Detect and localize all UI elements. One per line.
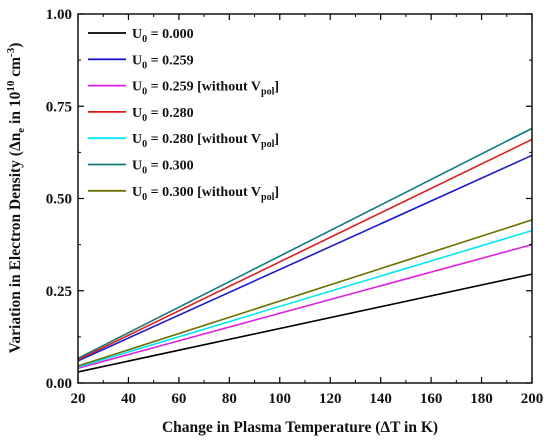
y-tick-label: 0.50 [46,192,72,208]
series-line-4 [77,229,533,368]
y-tick-label: 0.25 [46,284,72,300]
y-axis-title-main: Variation in Electron Density (Δn [7,132,24,353]
x-tick-label: 40 [121,391,136,407]
x-tick-label: 100 [269,391,292,407]
x-tick-label: 140 [369,391,392,407]
series-line-3 [77,138,533,361]
legend-entry-0: U0 = 0.000 [132,27,194,45]
y-axis-title-sup: 10 [5,80,17,92]
y-axis-title-unit-sup: -3 [5,47,17,57]
series-line-6 [77,219,533,367]
x-tick-label: 20 [71,391,86,407]
series-line-0 [77,273,533,373]
series-line-1 [77,154,533,362]
x-tick-label: 160 [420,391,443,407]
x-axis-title: Change in Plasma Temperature (ΔT in K) [162,419,438,436]
legend-entry-6: U0 = 0.300 [without Vpol] [132,185,279,203]
y-axis-title: Variation in Electron Density (Δne in 10… [5,43,27,354]
legend-entry-1: U0 = 0.259 [132,53,194,71]
y-axis-title-unit: cm [7,57,24,81]
legend-entry-3: U0 = 0.280 [132,106,194,124]
y-tick-label: 0.75 [46,99,72,115]
y-axis-title-mid: in 10 [7,91,24,127]
x-tick-label: 80 [222,391,237,407]
legend-entry-4: U0 = 0.280 [without Vpol] [132,132,279,150]
y-tick-label: 1.00 [46,7,72,23]
y-axis-title-sub: e [15,128,27,133]
x-tick-label: 60 [171,391,186,407]
x-tick-label: 180 [470,391,493,407]
legend-entry-2: U0 = 0.259 [without Vpol] [132,80,279,98]
plot-area [77,127,533,373]
series-line-5 [77,127,533,359]
legend-entry-5: U0 = 0.300 [132,159,194,177]
y-tick-label: 0.00 [46,376,72,392]
x-tick-label: 200 [521,391,544,407]
series-line-2 [77,243,533,370]
axes: 20 40 60 80 100 120 140 160 180 200 0.00 0.25 0.50 0.… [46,7,544,407]
legend: U0 = 0.000 U0 = 0.259 U0 = 0.259 [without … [88,27,279,203]
x-tick-label: 120 [319,391,342,407]
y-axis-title-close: ) [7,43,24,48]
